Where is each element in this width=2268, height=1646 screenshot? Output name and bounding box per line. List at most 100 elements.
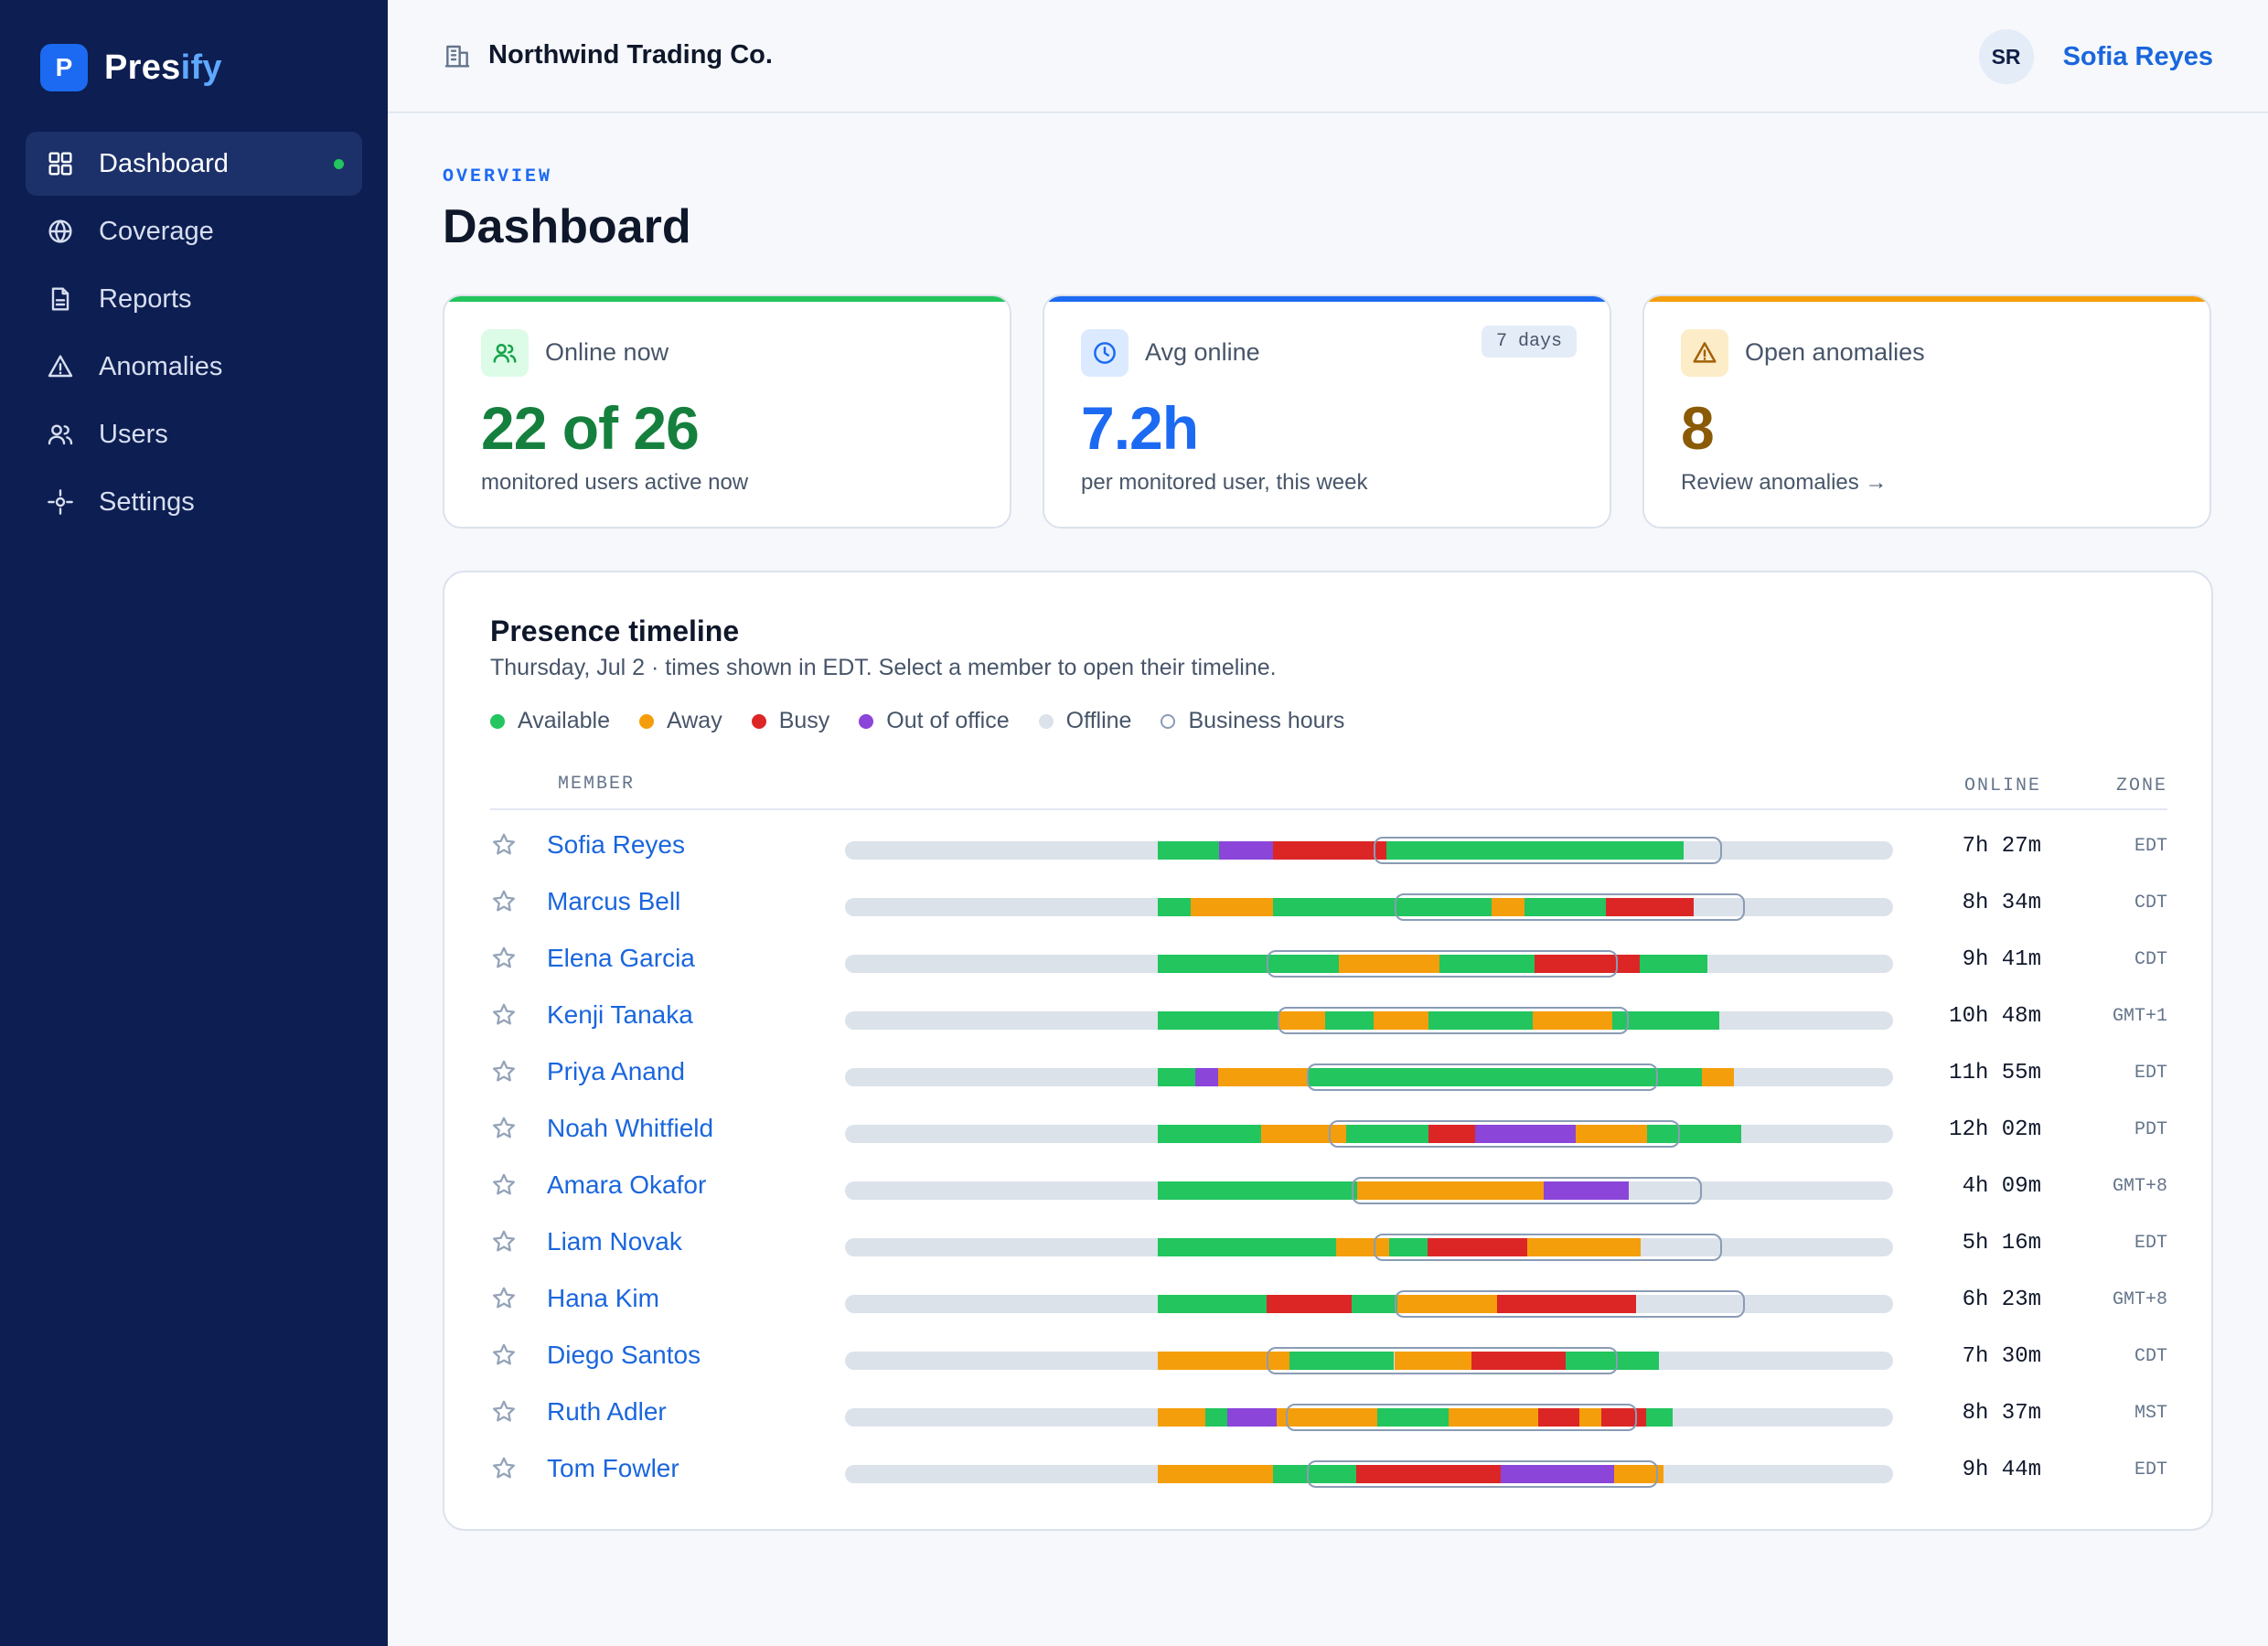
- presence-segment-busy: [1619, 955, 1640, 973]
- presence-segment-available: [1377, 1408, 1450, 1427]
- presence-track[interactable]: [845, 1177, 1893, 1204]
- presence-track[interactable]: [845, 1007, 1893, 1034]
- star-icon[interactable]: [490, 1115, 518, 1142]
- member-row[interactable]: Ruth Adler 8h 37m MST: [444, 1383, 2211, 1439]
- sidebar-item-coverage[interactable]: Coverage: [26, 199, 362, 263]
- users-icon: [48, 424, 73, 445]
- warning-icon: [1693, 342, 1717, 363]
- sidebar-item-users[interactable]: Users: [26, 402, 362, 466]
- presence-segment-busy: [1272, 841, 1387, 860]
- member-row[interactable]: Priya Anand 11h 55m EDT: [444, 1042, 2211, 1099]
- presence-segment-available: [1272, 1465, 1357, 1483]
- sidebar-item-dashboard[interactable]: Dashboard: [26, 132, 362, 196]
- presence-track[interactable]: [845, 1120, 1893, 1148]
- presence-segment-busy: [1428, 1238, 1528, 1256]
- presence-segment-busy: [1601, 1408, 1646, 1427]
- presence-segment-available: [1646, 1125, 1741, 1143]
- member-name-link[interactable]: Liam Novak: [547, 1227, 682, 1256]
- online-duration: 8h 37m: [1962, 1401, 2041, 1426]
- legend: Available Away Busy Out of office Offlin…: [490, 708, 1374, 734]
- member-row[interactable]: Tom Fowler 9h 44m EDT: [444, 1439, 2211, 1496]
- card-subtext: per monitored user, this week: [1081, 470, 1368, 495]
- presence-track[interactable]: [845, 1290, 1893, 1318]
- member-row[interactable]: Elena Garcia 9h 41m CDT: [444, 929, 2211, 986]
- presence-track[interactable]: [845, 1347, 1893, 1374]
- presence-segment-available: [1272, 898, 1492, 916]
- star-icon[interactable]: [490, 888, 518, 915]
- star-icon[interactable]: [490, 1398, 518, 1426]
- member-name-link[interactable]: Noah Whitfield: [547, 1114, 714, 1142]
- star-icon[interactable]: [490, 1058, 518, 1085]
- user-menu[interactable]: SR Sofia Reyes: [1978, 29, 2213, 84]
- member-row[interactable]: Kenji Tanaka 10h 48m GMT+1: [444, 986, 2211, 1042]
- star-icon[interactable]: [490, 1285, 518, 1312]
- member-row[interactable]: Sofia Reyes 7h 27m EDT: [444, 816, 2211, 872]
- card-icon-tile: [1681, 329, 1728, 377]
- online-duration: 9h 41m: [1962, 947, 2041, 972]
- member-name-link[interactable]: Sofia Reyes: [547, 830, 685, 859]
- star-icon[interactable]: [490, 1171, 518, 1199]
- member-row[interactable]: Noah Whitfield 12h 02m PDT: [444, 1099, 2211, 1156]
- star-icon[interactable]: [490, 1341, 518, 1369]
- settings-icon: [48, 489, 73, 515]
- star-icon[interactable]: [490, 831, 518, 859]
- time-zone: GMT+8: [2112, 1176, 2167, 1197]
- presence-segment-available: [1524, 898, 1606, 916]
- review-anomalies-link[interactable]: Review anomalies →: [1681, 470, 1888, 495]
- presence-track[interactable]: [845, 893, 1893, 921]
- online-duration: 10h 48m: [1949, 1004, 2041, 1029]
- presence-segment-available: [1428, 1011, 1533, 1030]
- legend-swatch: [1161, 713, 1176, 729]
- member-row[interactable]: Marcus Bell 8h 34m CDT: [444, 872, 2211, 929]
- member-name-link[interactable]: Elena Garcia: [547, 944, 695, 972]
- presence-track[interactable]: [845, 1460, 1893, 1488]
- presence-track[interactable]: [845, 1063, 1893, 1091]
- member-name-link[interactable]: Kenji Tanaka: [547, 1000, 693, 1029]
- presence-segment-available: [1157, 841, 1220, 860]
- star-icon[interactable]: [490, 945, 518, 972]
- member-name-link[interactable]: Hana Kim: [547, 1284, 659, 1312]
- member-row[interactable]: Diego Santos 7h 30m CDT: [444, 1326, 2211, 1383]
- user-name[interactable]: Sofia Reyes: [2062, 41, 2213, 71]
- member-name-link[interactable]: Tom Fowler: [547, 1454, 679, 1482]
- presence-segment-away: [1396, 1295, 1497, 1313]
- member-row[interactable]: Amara Okafor 4h 09m GMT+8: [444, 1156, 2211, 1213]
- presence-segment-away: [1338, 955, 1439, 973]
- star-icon[interactable]: [490, 1455, 518, 1482]
- sidebar-item-reports[interactable]: Reports: [26, 267, 362, 331]
- online-duration: 8h 34m: [1962, 891, 2041, 915]
- member-name-link[interactable]: Amara Okafor: [547, 1170, 707, 1199]
- legend-swatch: [859, 713, 874, 729]
- presence-track[interactable]: [845, 950, 1893, 978]
- legend-label: Out of office: [886, 708, 1010, 733]
- sidebar-nav: Dashboard Coverage Reports Anomalies Use…: [26, 132, 362, 538]
- presence-track[interactable]: [845, 837, 1893, 864]
- sidebar-item-settings[interactable]: Settings: [26, 470, 362, 534]
- presence-segment-away: [1277, 1408, 1378, 1427]
- star-icon[interactable]: [490, 1228, 518, 1256]
- sidebar-item-anomalies[interactable]: Anomalies: [26, 335, 362, 399]
- member-name-link[interactable]: Ruth Adler: [547, 1397, 667, 1426]
- member-name-link[interactable]: Marcus Bell: [547, 887, 681, 915]
- column-header-online: ONLINE: [1963, 775, 2041, 796]
- member-row[interactable]: Liam Novak 5h 16m EDT: [444, 1213, 2211, 1269]
- member-row[interactable]: Hana Kim 6h 23m GMT+8: [444, 1269, 2211, 1326]
- presence-segment-available: [1658, 1068, 1703, 1086]
- star-icon[interactable]: [490, 1001, 518, 1029]
- time-zone: EDT: [2134, 1063, 2167, 1084]
- brand[interactable]: P Presify: [40, 44, 222, 91]
- presence-track[interactable]: [845, 1234, 1893, 1261]
- card-label: Open anomalies: [1745, 338, 1925, 366]
- active-indicator-dot: [334, 159, 344, 169]
- presence-segment-away: [1191, 898, 1273, 916]
- organization-name: Northwind Trading Co.: [488, 40, 773, 69]
- presence-segment-available: [1308, 1068, 1659, 1086]
- member-name-link[interactable]: Priya Anand: [547, 1057, 685, 1085]
- presence-segment-away: [1575, 1125, 1647, 1143]
- member-name-link[interactable]: Diego Santos: [547, 1341, 701, 1369]
- card-accent-bar: [1044, 296, 1610, 302]
- warning-icon: [48, 355, 73, 378]
- presence-track[interactable]: [845, 1404, 1893, 1431]
- legend-swatch: [639, 713, 655, 729]
- avatar[interactable]: SR: [1978, 29, 2034, 84]
